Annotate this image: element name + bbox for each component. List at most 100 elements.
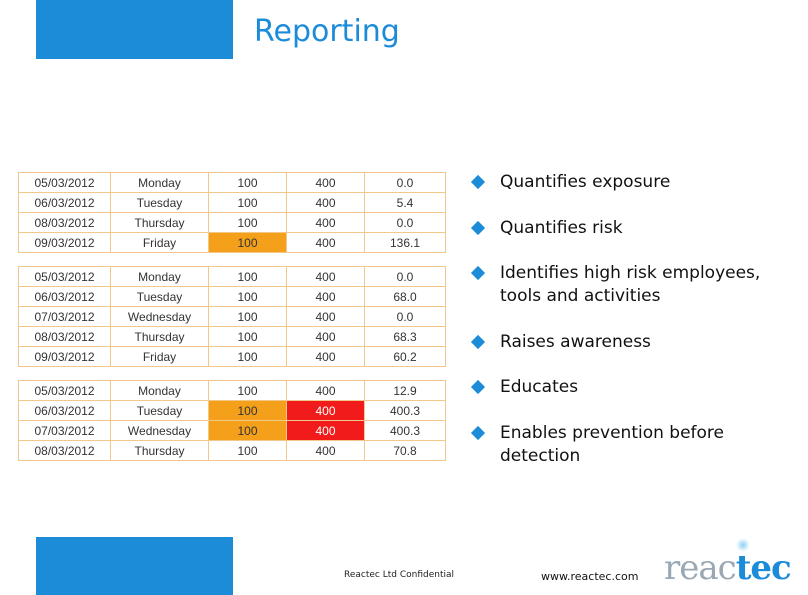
logo-text-part1: reac [664,548,737,588]
table-row: 05/03/2012 Monday 100 400 0.0 [18,266,446,287]
table-cell: 06/03/2012 [18,286,111,307]
table-cell: 100 [208,286,287,307]
table-row: 09/03/2012 Friday 100 400 60.2 [18,346,446,367]
header-accent-bar [36,0,233,59]
table-cell: 136.1 [364,232,446,253]
table-cell: Thursday [110,212,209,233]
spark-icon [736,538,750,552]
table-cell: 400 [286,326,365,347]
table-cell-warning: 100 [208,420,287,441]
table-cell: 100 [208,212,287,233]
diamond-bullet-icon [470,265,486,281]
table-cell: 400 [286,346,365,367]
diamond-bullet-icon [470,174,486,190]
table-cell: 06/03/2012 [18,400,111,421]
table-row: 07/03/2012 Wednesday 100 400 0.0 [18,306,446,327]
table-cell: 400.3 [364,420,446,441]
table-cell: 400.3 [364,400,446,421]
data-table-2: 05/03/2012 Monday 100 400 0.0 06/03/2012… [18,266,446,367]
table-cell: 70.8 [364,440,446,461]
table-row: 07/03/2012 Wednesday 100 400 400.3 [18,420,446,441]
table-cell: 100 [208,380,287,401]
list-item-text: Educates [500,377,579,397]
table-cell: 07/03/2012 [18,420,111,441]
table-row: 06/03/2012 Tuesday 100 400 68.0 [18,286,446,307]
data-table-1: 05/03/2012 Monday 100 400 0.0 06/03/2012… [18,172,446,253]
website-link[interactable]: www.reactec.com [541,570,639,583]
table-row: 05/03/2012 Monday 100 400 0.0 [18,172,446,193]
table-cell: 400 [286,266,365,287]
table-cell: Thursday [110,440,209,461]
table-cell: 400 [286,232,365,253]
table-cell: 400 [286,192,365,213]
table-cell-alert: 400 [286,400,365,421]
table-cell: 68.0 [364,286,446,307]
list-item-text: Enables prevention before detection [500,423,725,466]
table-row: 05/03/2012 Monday 100 400 12.9 [18,380,446,401]
table-cell: Wednesday [110,420,209,441]
table-cell: Tuesday [110,192,209,213]
table-cell: 68.3 [364,326,446,347]
table-cell: 06/03/2012 [18,192,111,213]
diamond-bullet-icon [470,334,486,350]
list-item-text: Quantifies risk [500,218,623,238]
table-cell: 09/03/2012 [18,232,111,253]
table-cell: 400 [286,172,365,193]
table-cell: 400 [286,212,365,233]
list-item-text: Raises awareness [500,332,651,352]
table-cell: 60.2 [364,346,446,367]
table-cell: 07/03/2012 [18,306,111,327]
table-cell: Monday [110,380,209,401]
table-cell: 0.0 [364,306,446,327]
data-table-3: 05/03/2012 Monday 100 400 12.9 06/03/201… [18,380,446,461]
table-cell-warning: 100 [208,232,287,253]
diamond-bullet-icon [470,220,486,236]
table-cell: 12.9 [364,380,446,401]
table-cell: 5.4 [364,192,446,213]
table-cell: 0.0 [364,212,446,233]
table-cell: 100 [208,192,287,213]
table-cell: 100 [208,172,287,193]
table-cell: 0.0 [364,266,446,287]
table-cell: Thursday [110,326,209,347]
table-cell: Tuesday [110,400,209,421]
list-item-text: Identifies high risk employees, tools an… [500,263,761,306]
table-cell: 100 [208,326,287,347]
logo-text-part2: tec [735,548,792,588]
table-row: 06/03/2012 Tuesday 100 400 5.4 [18,192,446,213]
diamond-bullet-icon [470,379,486,395]
confidential-notice: Reactec Ltd Confidential [344,570,455,580]
table-row: 08/03/2012 Thursday 100 400 70.8 [18,440,446,461]
table-cell: Friday [110,346,209,367]
table-cell: 05/03/2012 [18,172,111,193]
table-cell: 400 [286,380,365,401]
table-cell: 400 [286,440,365,461]
table-cell-alert: 400 [286,420,365,441]
table-cell: 100 [208,346,287,367]
table-cell: Monday [110,172,209,193]
table-row: 08/03/2012 Thursday 100 400 68.3 [18,326,446,347]
table-cell: Friday [110,232,209,253]
table-row: 09/03/2012 Friday 100 400 136.1 [18,232,446,253]
table-cell: Tuesday [110,286,209,307]
table-row: 06/03/2012 Tuesday 100 400 400.3 [18,400,446,421]
diamond-bullet-icon [470,425,486,441]
table-cell: Wednesday [110,306,209,327]
table-cell: 08/03/2012 [18,440,111,461]
table-cell: 400 [286,286,365,307]
footer-accent-bar [36,537,233,595]
table-cell: 100 [208,440,287,461]
table-cell: 100 [208,266,287,287]
table-cell: 08/03/2012 [18,212,111,233]
reactec-logo: reactec [664,538,792,588]
table-cell: 100 [208,306,287,327]
list-item-text: Quantifies exposure [500,172,671,192]
table-cell: 05/03/2012 [18,266,111,287]
page-title: Reporting [254,14,400,49]
table-cell: 09/03/2012 [18,346,111,367]
table-cell-warning: 100 [208,400,287,421]
table-cell: Monday [110,266,209,287]
table-cell: 08/03/2012 [18,326,111,347]
table-cell: 400 [286,306,365,327]
table-cell: 05/03/2012 [18,380,111,401]
